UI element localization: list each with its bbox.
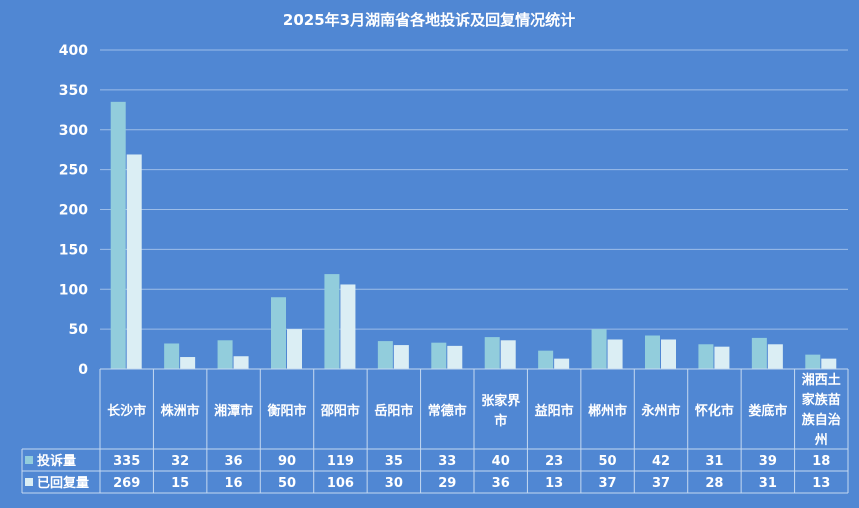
data-label: 13 [812,476,830,491]
x-tick-label: 张家界 [481,393,520,409]
data-label: 119 [327,454,354,469]
bars [110,101,837,370]
y-tick-label: 400 [59,43,88,59]
bar-replies [821,358,837,369]
bar-replies [340,284,356,369]
data-label: 23 [545,454,563,469]
bar-complaints [484,337,500,369]
bar-complaints [164,343,180,369]
x-tick-label: 长沙市 [107,403,146,419]
y-tick-label: 100 [59,282,88,298]
bar-replies [607,339,623,369]
bar-replies [180,357,196,369]
bar-replies [233,356,249,369]
y-axis: 0 50 100 150 200 250 300 350 400 [59,43,88,378]
bar-complaints [377,341,393,369]
bar-replies [287,329,302,369]
bar-complaints [324,274,340,369]
x-tick-label: 衡阳市 [267,403,306,419]
y-tick-label: 250 [59,163,88,179]
y-tick-label: 200 [59,203,88,219]
bar-complaints [217,340,233,369]
x-tick-label: 湘西土 [802,372,841,388]
y-tick-label: 0 [78,362,88,378]
bar-complaints [805,354,821,369]
x-tick-label: 郴州市 [588,403,627,419]
bar-complaints [431,342,447,369]
data-label: 40 [492,454,510,469]
gridlines [100,49,848,330]
bar-replies [500,340,516,369]
data-label: 29 [438,476,456,491]
data-label: 42 [652,454,670,469]
legend-label: 投诉量 [37,453,76,469]
legend-swatch [25,478,33,486]
y-tick-label: 50 [69,322,89,338]
bar-complaints [110,101,126,370]
legend-swatch [25,456,33,464]
legend-label: 已回复量 [37,475,89,491]
data-label: 37 [599,476,617,491]
data-label: 35 [385,454,403,469]
bar-complaints [591,329,607,369]
data-label: 36 [492,476,510,491]
y-tick-label: 350 [59,83,88,99]
bar-replies [661,339,676,369]
data-label: 16 [225,476,243,491]
data-label: 37 [652,476,670,491]
data-label: 15 [171,476,189,491]
bar-replies [126,154,142,369]
data-label: 335 [113,454,140,469]
x-tick-label: 常德市 [428,403,467,419]
x-tick-label: 永州市 [640,403,680,419]
x-tick-label: 邵阳市 [320,403,360,419]
y-tick-label: 150 [59,242,88,258]
x-tick-label: 娄底市 [748,403,787,419]
data-label: 50 [278,476,296,491]
x-tick-label: 怀化市 [695,403,734,419]
x-tick-label: 株洲市 [161,403,200,419]
bar-complaints [751,337,767,369]
bar-replies [767,344,783,369]
bar-replies [447,345,463,369]
data-label: 30 [385,476,403,491]
data-label: 106 [327,476,354,491]
x-tick-label: 族自治 [802,412,841,428]
data-label: 28 [705,476,723,491]
data-label: 50 [599,454,617,469]
data-label: 13 [545,476,563,491]
data-label: 269 [113,476,140,491]
bar-replies [554,358,570,369]
bar-complaints [271,297,286,369]
x-tick-label: 州 [814,433,828,448]
x-tick-label: 市 [494,413,507,429]
data-label: 36 [225,454,243,469]
data-label: 33 [438,454,456,469]
x-tick-label: 岳阳市 [374,403,413,419]
bar-complaints [645,335,660,369]
y-tick-label: 300 [59,123,88,139]
bar-complaints [698,344,714,369]
bar-replies [393,345,409,369]
bar-replies [714,346,730,369]
data-label: 31 [759,476,777,491]
chart-title: 2025年3月湖南省各地投诉及回复情况统计 [283,11,575,29]
x-tick-label: 家族苗 [802,392,841,408]
data-label: 32 [171,454,189,469]
data-label: 31 [705,454,723,469]
data-label: 18 [812,454,830,469]
data-label: 90 [278,454,296,469]
bar-complaints [538,350,554,369]
x-tick-label: 湘潭市 [214,403,253,419]
data-label: 39 [759,454,777,469]
x-tick-label: 益阳市 [535,403,574,419]
